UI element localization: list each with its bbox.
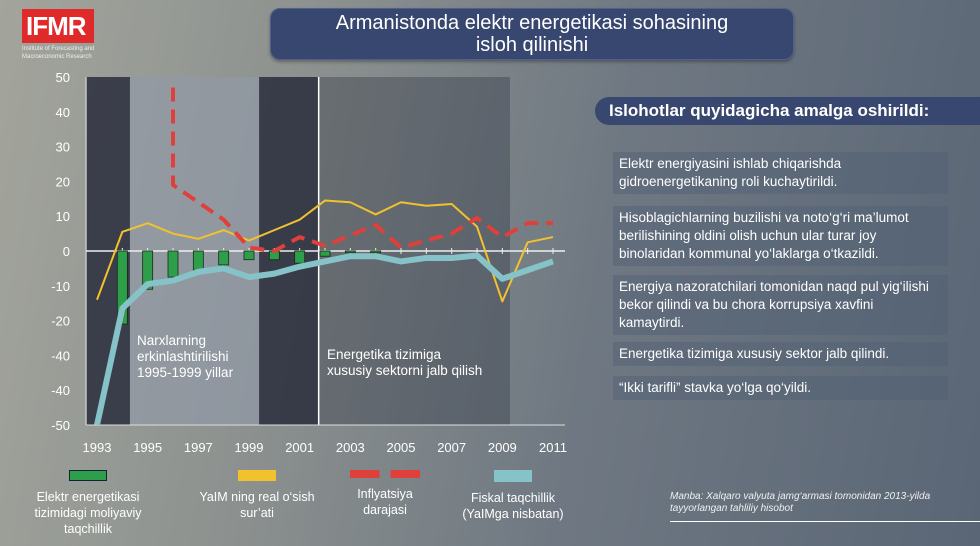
legend-label: YaIM ning real o‘sish sur’ati xyxy=(199,490,315,520)
y-tick-label: -50 xyxy=(51,418,70,433)
annotation-text: Narxlarning xyxy=(137,333,206,348)
annotation-text: xususiy sektorni jalb qilish xyxy=(327,363,482,378)
reform-item: “Ikki tarifli” stavka yo‘lga qo‘yildi. xyxy=(613,376,948,400)
bar-energy-deficit xyxy=(344,250,356,254)
title-line-1: Armanistonda elektr energetikasi sohasin… xyxy=(335,12,729,34)
title-line-2: isloh qilinishi xyxy=(475,34,589,56)
y-tick-label: -40 xyxy=(51,348,70,363)
y-tick-label: 40 xyxy=(56,105,70,120)
x-tick-label: 2001 xyxy=(285,440,314,455)
x-tick-label: 1997 xyxy=(184,440,213,455)
legend-label: Fiskal taqchillik (YaIMga nisbatan) xyxy=(462,491,564,521)
bar-energy-deficit xyxy=(243,250,255,261)
bar-energy-deficit xyxy=(294,250,306,264)
ifmr-logo: IFMR Institute of Forecasting and Macroe… xyxy=(22,9,97,61)
series-line-1 xyxy=(96,199,554,303)
bar-energy-deficit xyxy=(192,250,204,271)
annotation-text: erkinlashtirilishi xyxy=(137,349,229,364)
legend-swatch-teal xyxy=(494,470,532,482)
reform-item: Energetika tizimiga xususiy sektor jalb … xyxy=(613,342,948,366)
reform-item: Hisoblagichlarning buzilishi va noto‘g‘r… xyxy=(613,206,948,266)
reforms-heading: Islohotlar quyidagicha amalga oshirildi: xyxy=(595,97,980,125)
bar-energy-deficit xyxy=(319,250,331,257)
legend-label: Elektr energetikasi tizimidagi moliyaviy… xyxy=(34,490,142,536)
y-tick-label: 10 xyxy=(56,209,70,224)
x-tick-label: 2003 xyxy=(336,440,365,455)
source-note: Manba: Xalqaro valyuta jamg‘armasi tomon… xyxy=(670,491,980,522)
legend-swatch-green xyxy=(69,470,107,481)
annotation-text: 1995-1999 yillar xyxy=(137,365,234,380)
x-tick-label: 1995 xyxy=(133,440,162,455)
bar-energy-deficit xyxy=(218,250,230,266)
y-tick-label: -20 xyxy=(51,314,70,329)
bar-energy-deficit xyxy=(370,250,382,254)
legend-item-gdp: YaIM ning real o‘sish sur’ati xyxy=(198,470,316,521)
legend-swatch-yellow xyxy=(238,470,276,481)
legend-label: Inflyatsiya darajasi xyxy=(357,487,413,517)
legend-swatch-red-dashed xyxy=(350,470,420,478)
x-tick-label: 2011 xyxy=(539,440,567,455)
x-tick-label: 2007 xyxy=(437,440,466,455)
series-line-3 xyxy=(94,252,554,425)
reform-item: Elektr energiyasini ishlab chiqarishda g… xyxy=(613,152,948,194)
y-tick-label: 50 xyxy=(56,70,70,85)
legend-item-fiscal: Fiskal taqchillik (YaIMga nisbatan) xyxy=(448,470,578,522)
x-tick-label: 1993 xyxy=(83,440,112,455)
y-tick-label: 30 xyxy=(56,140,70,155)
bar-energy-deficit xyxy=(142,250,154,290)
bar-energy-deficit xyxy=(167,250,179,278)
y-tick-label: 0 xyxy=(63,244,70,259)
y-tick-label: -10 xyxy=(51,279,70,294)
y-tick-label: -40 xyxy=(51,383,70,398)
x-tick-label: 2005 xyxy=(387,440,416,455)
x-tick-label: 2009 xyxy=(488,440,517,455)
bar-energy-deficit xyxy=(116,250,128,325)
page-title: Armanistonda elektr energetikasi sohasin… xyxy=(270,8,794,60)
logo-mark: IFMR xyxy=(22,9,94,43)
legend-item-inflation: Inflyatsiya darajasi xyxy=(345,470,425,518)
x-tick-label: 1999 xyxy=(235,440,264,455)
reform-item: Energiya nazoratchilari tomonidan naqd p… xyxy=(613,275,948,335)
annotation-text: Energetika tizimiga xyxy=(327,347,442,362)
legend-item-energy-deficit: Elektr energetikasi tizimidagi moliyaviy… xyxy=(28,470,148,537)
y-tick-label: 20 xyxy=(56,174,70,189)
logo-subtitle: Institute of Forecasting and Macroeconom… xyxy=(22,46,95,60)
